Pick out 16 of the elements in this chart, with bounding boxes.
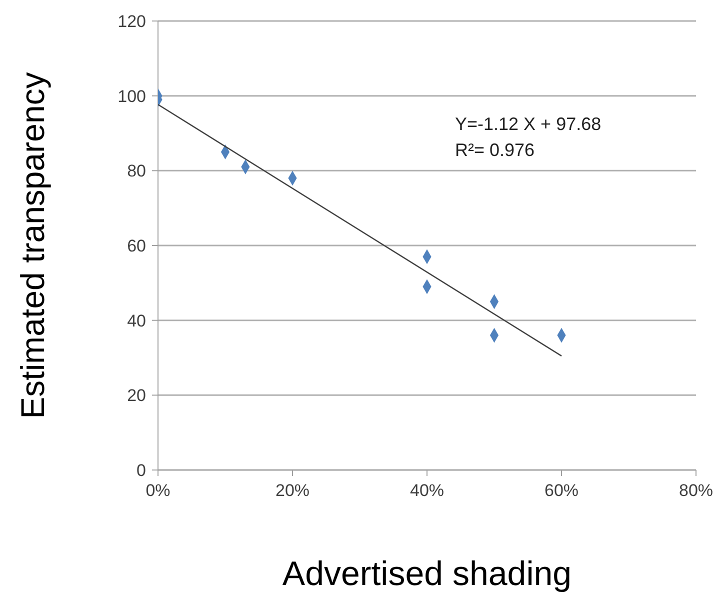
x-tick-label: 20% <box>275 481 310 500</box>
y-tick-label: 80 <box>127 162 146 181</box>
annotation: R²= 0.976 <box>455 139 536 162</box>
x-tick-label: 80% <box>678 481 714 500</box>
y-tick-label: 100 <box>118 86 146 106</box>
y-tick-label: 20 <box>127 386 146 406</box>
y-tick-label: 60 <box>127 236 146 256</box>
annotation: Y=-1.12 X + 97.68 <box>455 113 602 136</box>
x-tick-label: 60% <box>544 481 579 500</box>
x-tick-label: 40% <box>410 481 444 500</box>
y-axis-title: Estimated transparency <box>14 72 51 419</box>
y-tick-label: 0 <box>136 461 146 480</box>
x-tick-label: 0% <box>146 481 170 500</box>
x-axis-title: Advertised shading <box>282 555 572 593</box>
y-tick-label: 120 <box>118 12 146 32</box>
y-tick-label: 40 <box>127 311 146 330</box>
